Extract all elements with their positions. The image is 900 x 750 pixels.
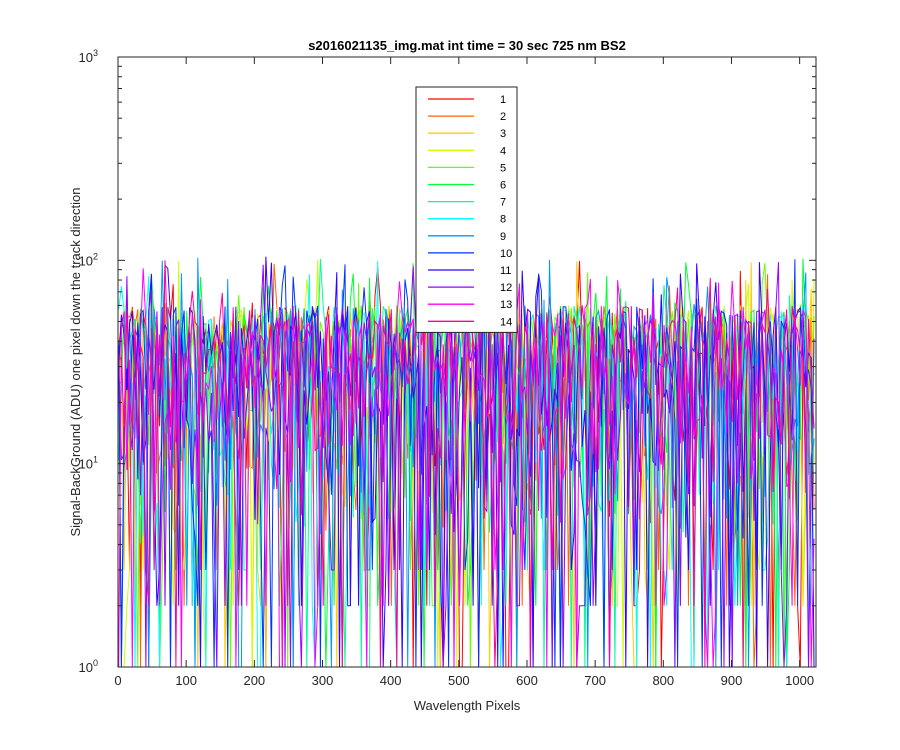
axes-box: [117, 56, 817, 668]
x-tick-label: 800: [652, 673, 674, 688]
legend-entry: 8: [500, 214, 506, 226]
y-tick-label: 103: [79, 48, 98, 65]
x-tick-label: 400: [380, 673, 402, 688]
legend-entry: 1: [500, 94, 506, 106]
x-tick-label: 0: [114, 673, 121, 688]
legend-entry: 11: [500, 265, 511, 277]
x-tick-label: 1000: [785, 673, 814, 688]
x-axis: 0 100 200 300 400 500 600 700 800 900 1000: [114, 57, 814, 688]
x-tick-label: 900: [721, 673, 743, 688]
chart-title: s2016021135_img.mat int time = 30 sec 72…: [308, 38, 626, 53]
legend-entry: 14: [500, 316, 512, 328]
legend-entry: 6: [500, 180, 506, 192]
x-axis-label: Wavelength Pixels: [414, 698, 521, 713]
legend-box: [415, 86, 518, 333]
x-tick-label: 700: [584, 673, 606, 688]
y-tick-exponent: 0: [93, 658, 98, 668]
legend-entry: 13: [500, 299, 512, 311]
y-tick-exponent: 2: [93, 251, 98, 261]
legend-entry: 5: [500, 162, 506, 174]
y-tick-exponent: 3: [93, 48, 98, 58]
y-tick-exponent: 1: [93, 455, 98, 465]
y-tick-label: 100: [79, 658, 98, 675]
legend-entry: 9: [500, 231, 506, 243]
legend-entry: 4: [500, 145, 506, 157]
y-tick-label: 101: [79, 455, 98, 472]
x-tick-label: 100: [175, 673, 197, 688]
y-tick-base: 10: [79, 253, 93, 268]
y-tick-base: 10: [79, 50, 93, 65]
y-tick-base: 10: [79, 457, 93, 472]
legend-entry: 7: [500, 197, 506, 209]
y-tick-label: 102: [79, 251, 98, 268]
x-tick-label: 200: [243, 673, 265, 688]
series-line-14: [118, 258, 815, 667]
y-tick-base: 10: [79, 660, 93, 675]
legend-entry: 10: [500, 248, 512, 260]
y-axis-label: Signal-BackGround (ADU) one pixel down t…: [68, 187, 83, 536]
x-tick-label: 500: [448, 673, 470, 688]
legend-entry: 2: [500, 111, 506, 123]
x-tick-label: 300: [312, 673, 334, 688]
x-tick-label: 600: [516, 673, 538, 688]
legend-entry: 3: [500, 128, 506, 140]
legend-entry: 12: [500, 282, 512, 294]
